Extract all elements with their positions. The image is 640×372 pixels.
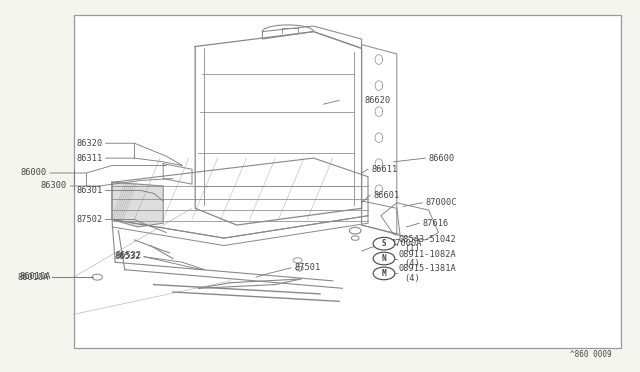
Text: 86600: 86600 (429, 154, 455, 163)
Polygon shape (362, 45, 397, 234)
Circle shape (373, 252, 395, 265)
Text: 86320: 86320 (76, 139, 102, 148)
Circle shape (92, 274, 102, 280)
Text: 08915-1381A: 08915-1381A (399, 264, 456, 273)
Text: 87000A: 87000A (390, 239, 422, 248)
Text: S: S (381, 239, 387, 248)
Text: N: N (381, 254, 387, 263)
Text: (4): (4) (404, 259, 420, 268)
Text: 86532: 86532 (115, 252, 141, 261)
Text: 86532: 86532 (116, 251, 142, 260)
Text: ^860 0009: ^860 0009 (570, 350, 611, 359)
Circle shape (373, 237, 395, 250)
Text: 87616: 87616 (422, 219, 449, 228)
Text: 87502: 87502 (76, 215, 102, 224)
Circle shape (296, 266, 303, 271)
Text: 86301: 86301 (76, 186, 102, 195)
Text: 08911-1082A: 08911-1082A (399, 250, 456, 259)
Circle shape (351, 236, 359, 240)
Text: 86300: 86300 (41, 182, 67, 190)
Polygon shape (195, 32, 362, 225)
Text: 08543-51042: 08543-51042 (399, 235, 456, 244)
Text: (4): (4) (404, 274, 420, 283)
Text: 86000: 86000 (20, 169, 47, 177)
Text: 86611: 86611 (371, 165, 397, 174)
Polygon shape (362, 201, 400, 234)
Polygon shape (381, 203, 438, 240)
Text: 86620: 86620 (365, 96, 391, 105)
FancyBboxPatch shape (74, 15, 621, 348)
Text: 86311: 86311 (76, 154, 102, 163)
Circle shape (349, 227, 361, 234)
Text: 87501: 87501 (294, 263, 321, 272)
Text: 86010A: 86010A (18, 273, 49, 282)
Text: 87000C: 87000C (426, 198, 457, 207)
Text: (1): (1) (404, 244, 420, 253)
Polygon shape (112, 182, 163, 227)
Circle shape (373, 267, 395, 280)
Polygon shape (163, 164, 192, 184)
Polygon shape (112, 158, 368, 238)
Text: 86601: 86601 (373, 191, 399, 200)
Circle shape (293, 258, 302, 263)
Text: 86010A: 86010A (20, 272, 51, 280)
Text: M: M (381, 269, 387, 278)
